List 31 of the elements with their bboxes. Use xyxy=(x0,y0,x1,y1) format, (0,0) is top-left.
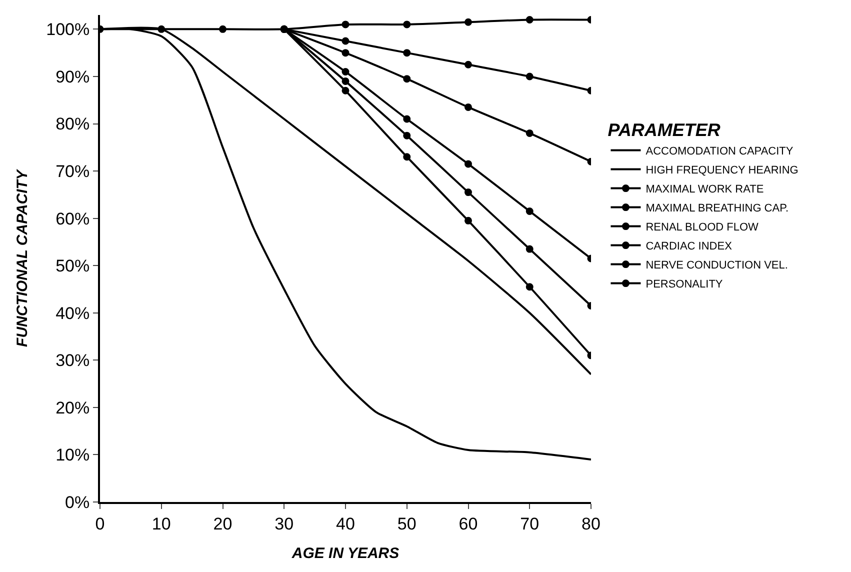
x-tick-label: 80 xyxy=(582,514,600,534)
y-tick-label: 0% xyxy=(65,492,90,512)
y-tick-label: 90% xyxy=(56,67,90,86)
x-tick-label: 10 xyxy=(152,514,171,534)
y-tick-label: 100% xyxy=(46,20,90,40)
legend-label: NERVE CONDUCTION VEL. xyxy=(646,260,788,272)
legend-label: ACCOMODATION CAPACITY xyxy=(646,146,794,158)
y-tick-label: 30% xyxy=(56,351,90,370)
y-axis-title: FUNCTIONAL CAPACITY xyxy=(14,168,31,347)
legend-label: HIGH FREQUENCY HEARING xyxy=(646,164,798,177)
x-tick-label: 50 xyxy=(397,514,416,534)
legend-label: CARDIAC INDEX xyxy=(646,240,733,253)
x-tick-label: 0 xyxy=(95,514,105,534)
x-axis-title: AGE IN YEARS xyxy=(290,544,400,562)
x-tick-label: 30 xyxy=(274,514,294,534)
x-tick-label: 40 xyxy=(336,514,355,534)
y-tick-label: 40% xyxy=(56,304,90,323)
legend-label: MAXIMAL WORK RATE xyxy=(646,184,764,196)
x-tick-label: 60 xyxy=(458,514,478,534)
y-tick-label: 20% xyxy=(56,398,90,418)
x-tick-label: 70 xyxy=(520,514,540,534)
y-tick-label: 50% xyxy=(56,256,90,276)
legend-title: PARAMETER xyxy=(608,120,720,140)
y-tick-label: 70% xyxy=(56,162,90,181)
legend-label: PERSONALITY xyxy=(646,278,724,291)
y-tick-label: 80% xyxy=(56,114,90,134)
y-tick-label: 60% xyxy=(56,209,90,228)
legend-label: RENAL BLOOD FLOW xyxy=(646,222,760,234)
y-tick-label: 10% xyxy=(56,446,90,465)
legend-label: MAXIMAL BREATHING CAP. xyxy=(646,202,789,215)
x-tick-label: 20 xyxy=(213,514,232,534)
